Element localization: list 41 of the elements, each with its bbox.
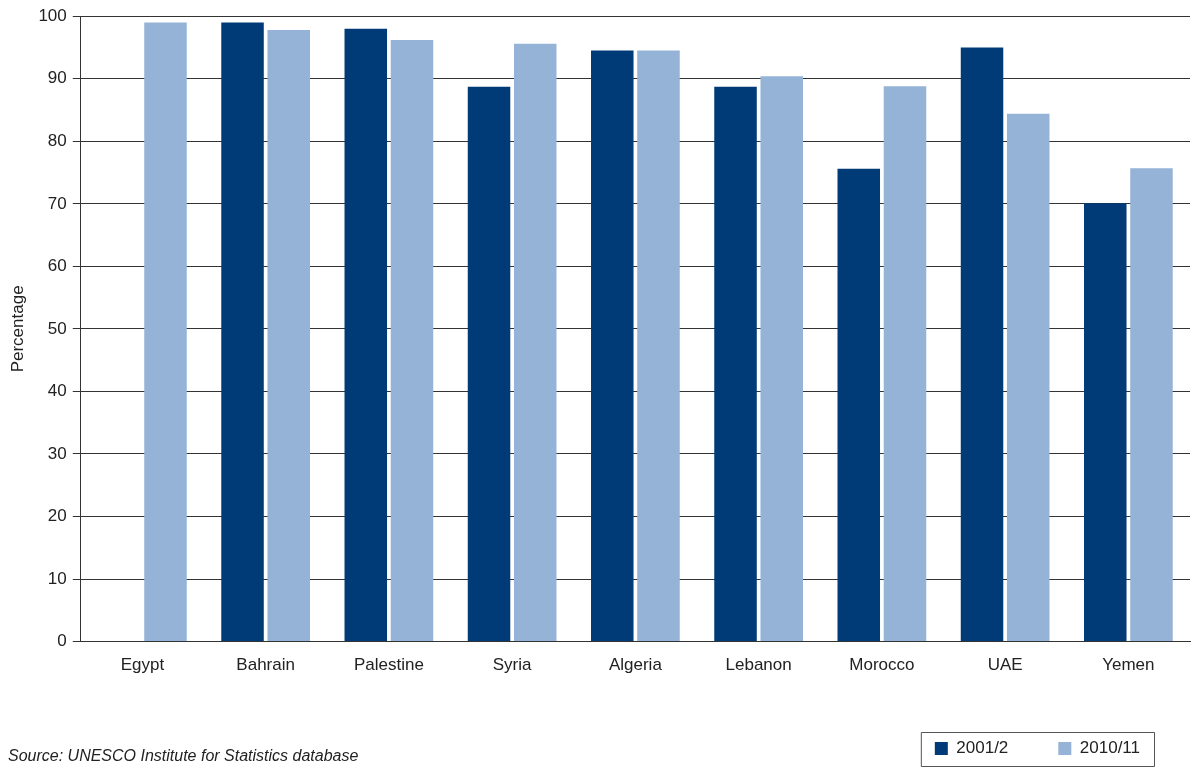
x-tick-label: Palestine [353,655,424,675]
legend-label: 2001/2 [956,738,1009,758]
x-tick-label: Yemen [1102,655,1155,675]
source-note: Source: UNESCO Institute for Statistics database [8,747,359,765]
bar [1084,203,1127,642]
x-tick-label: Algeria [608,655,663,675]
bar [267,29,311,642]
y-tick-label: 0 [57,631,67,651]
y-tick-label: 70 [47,193,67,213]
x-tick-label: Morocco [849,655,915,675]
y-tick-label: 50 [47,318,67,338]
x-tick-label: Lebanon [725,655,792,675]
bar [637,50,680,642]
bar [221,22,264,642]
bar [591,50,634,642]
bar [390,39,434,642]
bar [1130,168,1173,642]
y-tick-label: 80 [47,130,67,150]
x-tick-label: Bahrain [236,655,295,675]
bar [513,43,557,642]
y-tick-label: 10 [47,568,67,588]
bar [1006,113,1050,642]
y-tick-label: 20 [47,506,67,526]
bar [144,22,187,642]
y-tick-label: 40 [47,381,67,401]
bar [344,28,388,642]
x-tick-label: Syria [492,655,533,675]
y-tick-label: 60 [47,256,67,276]
bar [467,86,511,642]
bar [760,76,803,642]
y-tick-label: 30 [47,443,67,463]
x-tick-label: UAE [987,655,1023,675]
bar [714,86,757,642]
legend-label: 2010/11 [1079,738,1141,758]
bar [883,86,927,642]
bar [837,168,881,642]
y-axis-title: Percentage [7,285,27,373]
bar [960,47,1004,642]
y-tick-label: 100 [38,5,67,25]
y-tick-label: 90 [47,68,67,88]
x-tick-label: Egypt [120,655,165,675]
